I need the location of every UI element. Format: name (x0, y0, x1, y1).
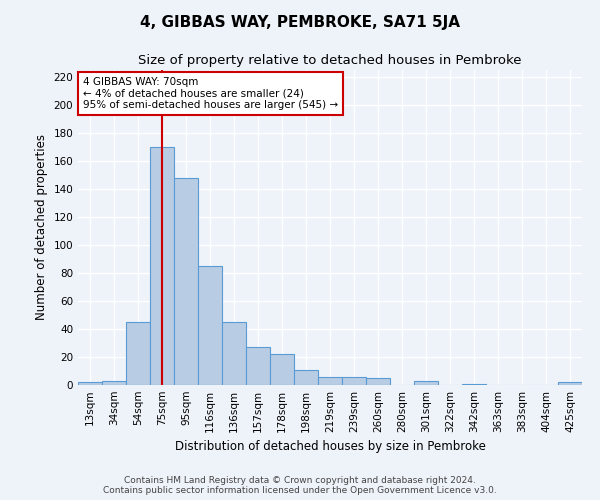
Bar (246, 347, 270, 385)
Bar (78, 382, 102, 385)
Text: 4, GIBBAS WAY, PEMBROKE, SA71 5JA: 4, GIBBAS WAY, PEMBROKE, SA71 5JA (140, 15, 460, 30)
Bar (222, 322, 246, 385)
Bar (318, 376, 342, 385)
Bar (174, 178, 198, 385)
Bar (558, 382, 582, 385)
Bar (150, 147, 174, 385)
Text: Contains HM Land Registry data © Crown copyright and database right 2024.
Contai: Contains HM Land Registry data © Crown c… (103, 476, 497, 495)
Bar (198, 266, 222, 385)
Text: 4 GIBBAS WAY: 70sqm
← 4% of detached houses are smaller (24)
95% of semi-detache: 4 GIBBAS WAY: 70sqm ← 4% of detached hou… (83, 77, 338, 110)
Bar (342, 376, 366, 385)
Bar (294, 370, 318, 385)
Bar (462, 384, 486, 385)
Bar (366, 378, 390, 385)
Bar (270, 354, 294, 385)
X-axis label: Distribution of detached houses by size in Pembroke: Distribution of detached houses by size … (175, 440, 485, 454)
Y-axis label: Number of detached properties: Number of detached properties (35, 134, 48, 320)
Title: Size of property relative to detached houses in Pembroke: Size of property relative to detached ho… (138, 54, 522, 68)
Bar (414, 381, 438, 385)
Bar (126, 322, 150, 385)
Bar (102, 381, 126, 385)
